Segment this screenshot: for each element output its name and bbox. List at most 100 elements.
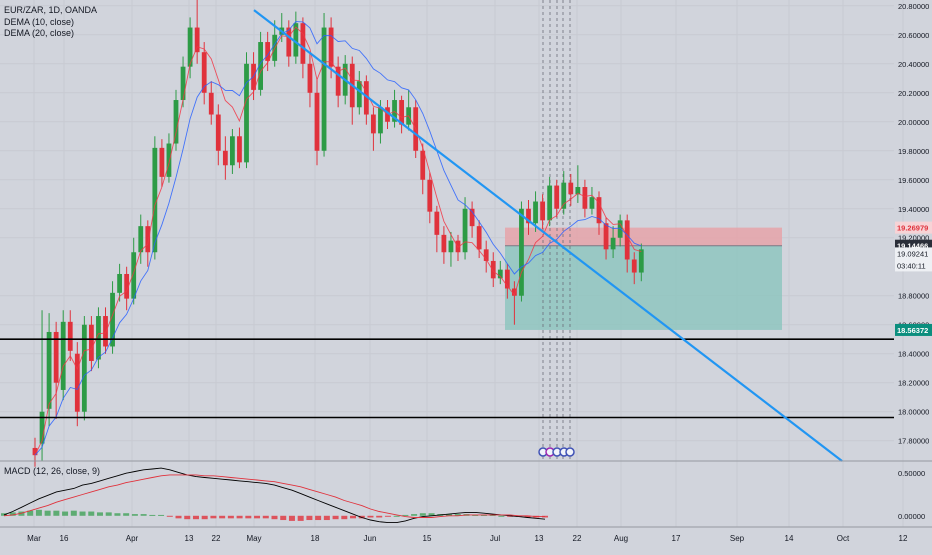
macd-histogram-bar bbox=[184, 515, 191, 520]
macd-histogram-bar bbox=[236, 515, 243, 519]
macd-tick-label: 0.00000 bbox=[898, 512, 925, 521]
position-tool[interactable] bbox=[505, 227, 782, 330]
macd-histogram-bar bbox=[219, 515, 226, 519]
candle-body bbox=[46, 331, 52, 409]
macd-histogram-bar bbox=[271, 515, 278, 520]
stop-price-label: 19.26979 bbox=[897, 224, 928, 233]
macd-histogram-bar bbox=[88, 511, 95, 516]
price-tick-label: 18.00000 bbox=[898, 408, 929, 417]
macd-histogram-bar bbox=[393, 515, 400, 517]
candle-body bbox=[53, 331, 59, 383]
candle-body bbox=[321, 27, 327, 151]
stop-price-label-bg bbox=[895, 221, 932, 234]
macd-histogram-bar bbox=[524, 515, 531, 518]
macd-histogram-bar bbox=[480, 514, 487, 516]
candle-body bbox=[110, 292, 115, 347]
time-tick-label: May bbox=[246, 534, 261, 543]
candle-body bbox=[363, 81, 369, 115]
macd-histogram-bar bbox=[227, 515, 234, 519]
price-tick-label: 20.80000 bbox=[898, 2, 929, 11]
candle-body bbox=[582, 187, 588, 209]
price-tick-label: 20.60000 bbox=[898, 31, 929, 40]
events-markers[interactable] bbox=[538, 447, 575, 457]
candle-body bbox=[265, 42, 271, 61]
support-levels[interactable] bbox=[0, 338, 894, 419]
candle-body bbox=[230, 136, 235, 166]
candle-body bbox=[314, 92, 320, 151]
candle-body bbox=[596, 197, 602, 224]
candle-body bbox=[74, 353, 80, 412]
macd-histogram-bar bbox=[419, 513, 426, 516]
candle-body bbox=[427, 179, 433, 212]
candle-body bbox=[117, 273, 122, 293]
time-tick-label: 13 bbox=[185, 534, 194, 543]
candle-body bbox=[32, 447, 38, 456]
candle-body bbox=[138, 226, 144, 253]
candle-body bbox=[420, 150, 426, 180]
candle-body bbox=[371, 114, 376, 134]
candle-body bbox=[631, 259, 637, 273]
macd-histogram-bar bbox=[297, 515, 304, 521]
time-tick-label: Aug bbox=[614, 534, 628, 543]
last-price-label: 19.09241 bbox=[897, 249, 928, 258]
event-marker bbox=[565, 447, 575, 457]
candle-body bbox=[617, 220, 623, 238]
macd-histogram-bar bbox=[428, 513, 435, 516]
time-axis[interactable]: Mar 16 Apr 13 22 May 18 Jun 15 Jul 13 22 Aug 17 Sep 14 O… bbox=[27, 534, 908, 543]
candle-body bbox=[568, 182, 574, 195]
macd-histogram-bar bbox=[44, 510, 51, 516]
candle-body bbox=[244, 63, 249, 163]
candle-body bbox=[554, 185, 560, 209]
dema-lines bbox=[34, 21, 642, 456]
macd-histogram-bar bbox=[70, 510, 77, 516]
macd-histogram-bar bbox=[454, 514, 461, 516]
macd-histogram-bar bbox=[384, 515, 391, 517]
candle-body bbox=[497, 269, 503, 279]
candle-body bbox=[462, 208, 468, 253]
time-tick-label: 18 bbox=[311, 534, 320, 543]
price-tick-label: 20.20000 bbox=[898, 89, 929, 98]
macd-histogram-bar bbox=[114, 513, 121, 516]
candle-body bbox=[561, 182, 567, 209]
candle-body bbox=[237, 136, 242, 163]
candle-body bbox=[533, 201, 538, 224]
entry-price-label: 19.14466 bbox=[897, 242, 928, 251]
candle-body bbox=[194, 27, 200, 53]
macd-histogram-bar bbox=[175, 515, 182, 519]
candle-body bbox=[448, 240, 454, 253]
macd-histogram-bar bbox=[402, 514, 409, 516]
candle-body bbox=[526, 208, 531, 224]
legend-dema-20: DEMA (20, close) bbox=[4, 28, 74, 38]
time-tick-label: 17 bbox=[672, 534, 681, 543]
price-tick-label: 17.80000 bbox=[898, 437, 929, 446]
target-price-label-bg bbox=[895, 323, 932, 336]
candle-body bbox=[328, 27, 334, 67]
macd-histogram-bar bbox=[166, 515, 173, 517]
macd-signal-line bbox=[3, 474, 545, 518]
candle-body bbox=[638, 249, 644, 273]
candle-body bbox=[519, 208, 524, 296]
legend: EUR/ZAR, 1D, OANDA DEMA (10, close) DEMA… bbox=[4, 5, 100, 476]
price-tick-label: 19.60000 bbox=[898, 176, 929, 185]
time-tick-label: 13 bbox=[535, 534, 544, 543]
time-tick-label: Oct bbox=[837, 534, 850, 543]
legend-macd: MACD (12, 26, close, 9) bbox=[4, 466, 100, 476]
candle-body bbox=[307, 63, 313, 93]
candle-body bbox=[180, 66, 186, 101]
macd-histogram-bar bbox=[411, 514, 418, 516]
macd-histogram-bar bbox=[323, 515, 330, 521]
trendline[interactable] bbox=[253, 9, 843, 462]
macd-histogram-bar bbox=[27, 510, 34, 516]
time-tick-label: 14 bbox=[785, 534, 794, 543]
candle-body bbox=[286, 27, 292, 57]
macd-histogram-bar bbox=[123, 513, 130, 516]
candle-body bbox=[483, 249, 489, 261]
macd-histogram-bar bbox=[306, 515, 313, 521]
candle-body bbox=[610, 237, 616, 250]
time-tick-label: 22 bbox=[212, 534, 221, 543]
price-tick-label: 18.40000 bbox=[898, 350, 929, 359]
macd-line bbox=[3, 467, 546, 524]
